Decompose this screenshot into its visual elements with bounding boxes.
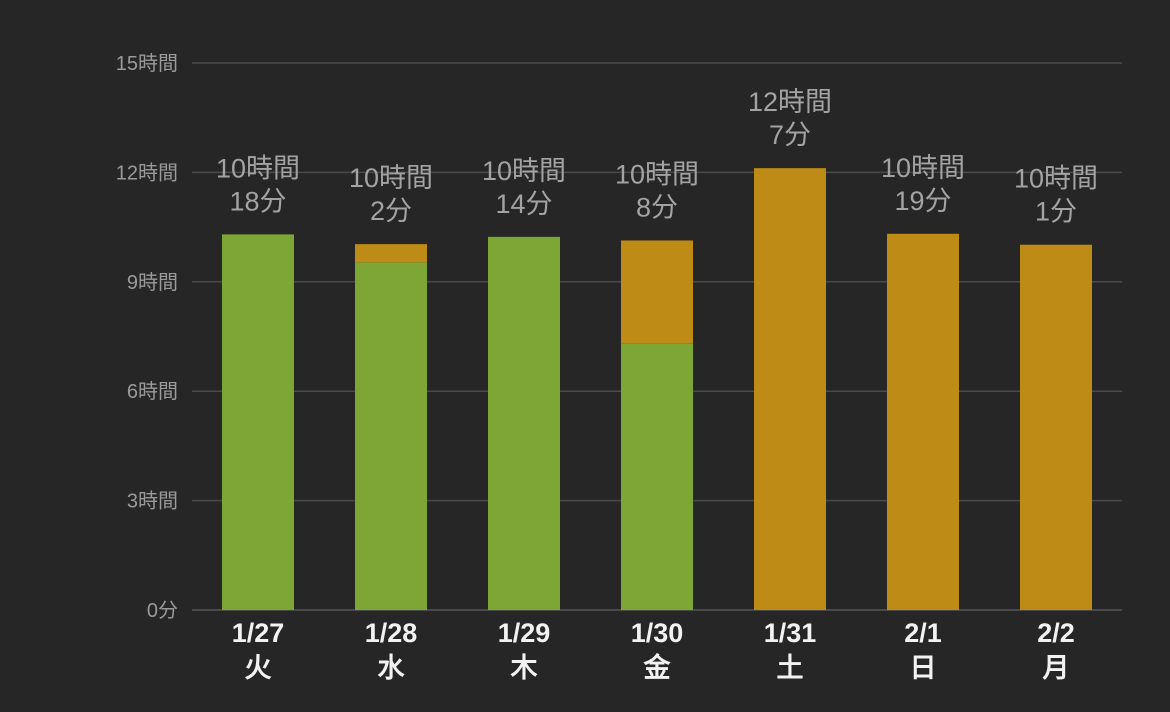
bar-segment-orange[interactable] (887, 233, 959, 610)
y-tick-label: 6時間 (127, 380, 178, 403)
bar-total-minutes: 1分 (1035, 197, 1077, 227)
y-axis-tick-labels: 0分 3時間 6時間 9時間 12時間 15時間 (116, 52, 178, 622)
x-label-weekday: 月 (1042, 653, 1070, 683)
x-label-date: 1/31 (764, 618, 817, 648)
x-label-date: 1/30 (631, 618, 684, 648)
x-label-date: 1/29 (498, 618, 551, 648)
bar-total-hours: 12時間 (748, 87, 832, 117)
x-label-weekday: 金 (643, 652, 672, 683)
bar-total-minutes: 7分 (769, 120, 811, 150)
bar-total-hours: 10時間 (1014, 164, 1098, 194)
bar-total-hours: 10時間 (216, 153, 300, 183)
x-axis-category-labels: 1/27 火 1/28 水 1/29 木 1/30 金 1/31 土 2/1 日 2/2 月 (232, 618, 1075, 683)
bar-total-hours: 10時間 (349, 163, 433, 193)
bar-total-minutes: 14分 (495, 189, 552, 219)
x-label-weekday: 土 (777, 653, 804, 683)
bars (222, 168, 1092, 611)
bar-total-minutes: 2分 (370, 196, 412, 226)
bar-total-hours: 10時間 (881, 153, 965, 183)
bar-segment-green[interactable] (222, 234, 294, 611)
bar-segment-green[interactable] (488, 236, 560, 610)
y-tick-label: 0分 (147, 599, 178, 622)
y-tick-label: 12時間 (116, 161, 178, 184)
x-label-weekday: 水 (378, 653, 406, 683)
x-label-weekday: 日 (910, 653, 937, 683)
bar-total-labels: 10時間18分10時間2分10時間14分10時間8分12時間7分10時間19分1… (216, 87, 1098, 227)
bar-segment-orange[interactable] (754, 168, 826, 610)
bar-segment-orange[interactable] (1020, 244, 1092, 610)
x-label-weekday: 火 (245, 653, 272, 683)
x-label-date: 2/2 (1037, 618, 1075, 648)
bar-total-hours: 10時間 (482, 156, 566, 186)
bar-segment-orange[interactable] (621, 240, 693, 344)
y-tick-label: 15時間 (116, 52, 178, 75)
x-label-weekday: 木 (510, 653, 538, 683)
bar-segment-orange[interactable] (355, 244, 427, 263)
y-tick-label: 9時間 (127, 271, 178, 294)
bar-total-hours: 10時間 (615, 159, 699, 189)
bar-segment-green[interactable] (355, 262, 427, 610)
bar-total-minutes: 18分 (229, 186, 286, 216)
y-tick-label: 3時間 (127, 490, 178, 513)
x-label-date: 1/28 (365, 618, 418, 648)
bar-total-minutes: 19分 (894, 186, 951, 216)
x-label-date: 2/1 (904, 618, 942, 648)
bar-total-minutes: 8分 (636, 192, 678, 222)
bar-segment-green[interactable] (621, 343, 693, 610)
x-label-date: 1/27 (232, 618, 285, 648)
